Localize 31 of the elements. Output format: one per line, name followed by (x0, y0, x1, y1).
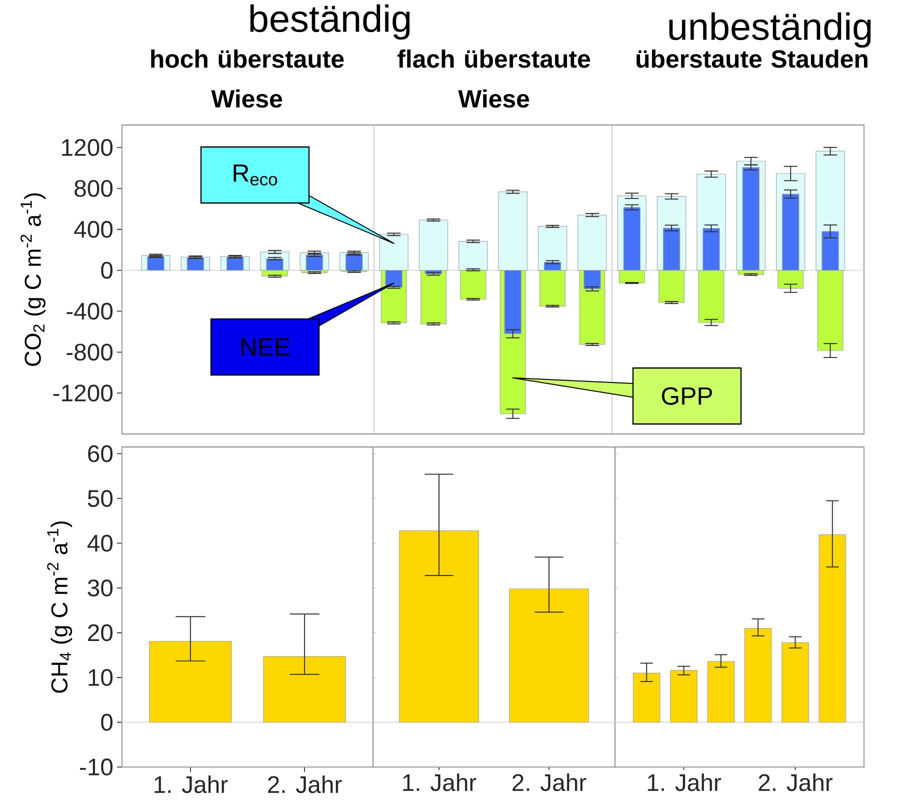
y-axis-title: CO$_{2}$ (g C m$^{-2}$ a$^{-1}$) (20, 193, 46, 366)
text: hoch überstaute Wiese (151, 50, 344, 108)
x-tick-label: 2. Jahr (512, 774, 586, 792)
y-tick-label: 0 (101, 262, 113, 279)
y-tick-label: 10 (88, 669, 113, 686)
y-tick-label: 40 (87, 534, 113, 552)
text: GPP (662, 387, 712, 405)
text: unbeständig (669, 12, 871, 48)
y-tick-label: -400 (66, 302, 113, 320)
x-tick-label: 1. Jahr (154, 776, 228, 794)
x-tick-label: 1. Jahr (403, 774, 476, 792)
x-tick-label: 2. Jahr (268, 776, 342, 794)
y-tick-label: 30 (88, 580, 113, 596)
y-tick-label: -10 (80, 758, 113, 776)
text: flach überstaute Wiese (398, 50, 590, 108)
y-axis-title: CH$_{4}$ (g C m$^{-2}$ a$^{-1}$) (47, 521, 72, 693)
y-tick-label: 60 (88, 445, 113, 462)
x-tick-label: 1. Jahr (648, 774, 721, 792)
y-tick-label: -800 (66, 344, 113, 361)
y-tick-label: 20 (88, 624, 113, 642)
y-tick-label: -1200 (53, 384, 113, 402)
x-tick-label: 2. Jahr (758, 774, 832, 792)
y-tick-label: 400 (74, 220, 113, 238)
y-tick-label: 0 (101, 714, 113, 731)
y-tick-label: 50 (88, 490, 113, 507)
text: beständig (250, 4, 410, 40)
text: NEE (241, 338, 290, 356)
y-tick-label: 800 (74, 180, 113, 197)
text: überstaute Stauden (636, 50, 868, 68)
text: R$_{eco}$ (234, 164, 278, 186)
y-tick-label: 1200 (62, 139, 113, 156)
